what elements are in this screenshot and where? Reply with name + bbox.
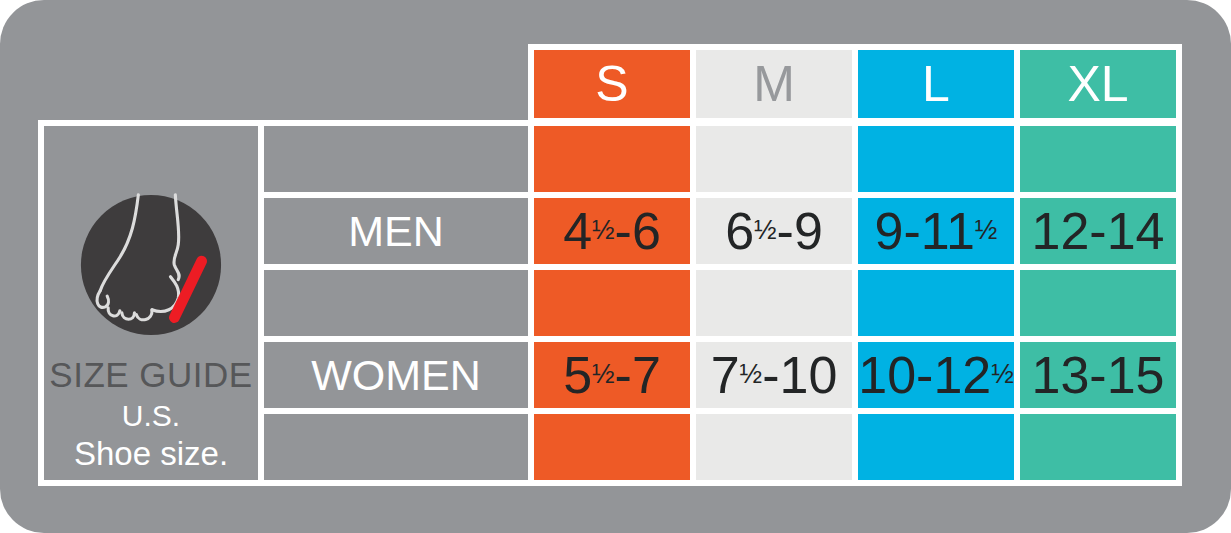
- spacer-cell-m-3: [696, 414, 852, 480]
- spacer-cell-l-1: [858, 126, 1014, 192]
- cell-men-m: 6½-9: [696, 198, 852, 264]
- spacer-cell-l-2: [858, 270, 1014, 336]
- row-label-men: MEN: [264, 198, 528, 264]
- cell-women-xl: 13-15: [1020, 342, 1176, 408]
- shoe-size-label: Shoe size.: [74, 435, 228, 473]
- spacer-cell-l-3: [858, 414, 1014, 480]
- cell-men-s: 4½-6: [534, 198, 690, 264]
- spacer-cell-xl-1: [1020, 126, 1176, 192]
- cell-men-xl: 12-14: [1020, 198, 1176, 264]
- spacer-cell-label-3: [264, 414, 528, 480]
- spacer-cell-xl-2: [1020, 270, 1176, 336]
- cell-women-l: 10-12½: [858, 342, 1014, 408]
- us-label: U.S.: [122, 399, 180, 434]
- spacer-cell-xl-3: [1020, 414, 1176, 480]
- header-cell-l: L: [858, 50, 1014, 118]
- cell-men-l: 9-11½: [858, 198, 1014, 264]
- row-label-women: WOMEN: [264, 342, 528, 408]
- size-guide-card: S M L XL SIZE GUIDE U.S.: [0, 0, 1231, 533]
- header-cell-s: S: [534, 50, 690, 118]
- spacer-cell-s-3: [534, 414, 690, 480]
- size-guide-title: SIZE GUIDE: [49, 356, 252, 395]
- spacer-cell-m-2: [696, 270, 852, 336]
- cell-women-s: 5½-7: [534, 342, 690, 408]
- spacer-cell-label-2: [264, 270, 528, 336]
- cell-women-m: 7½-10: [696, 342, 852, 408]
- info-panel: SIZE GUIDE U.S. Shoe size.: [44, 126, 258, 480]
- size-table: SIZE GUIDE U.S. Shoe size. MEN 4½-6 6½-9…: [38, 120, 1182, 486]
- spacer-cell-m-1: [696, 126, 852, 192]
- header-cell-m: M: [696, 50, 852, 118]
- spacer-cell-s-1: [534, 126, 690, 192]
- size-header-row: S M L XL: [528, 44, 1182, 124]
- spacer-cell-s-2: [534, 270, 690, 336]
- spacer-cell-label-1: [264, 126, 528, 192]
- header-cell-xl: XL: [1020, 50, 1176, 118]
- foot-measure-icon: [78, 192, 224, 338]
